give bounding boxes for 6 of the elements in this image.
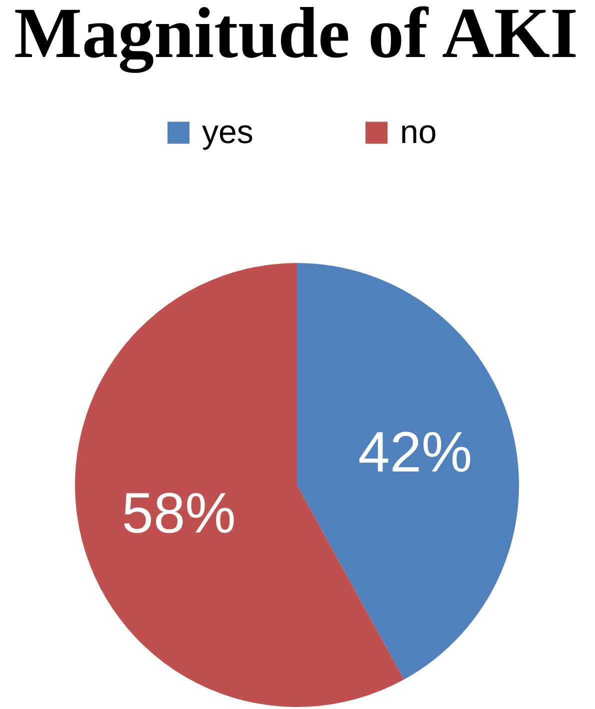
legend-label: yes xyxy=(202,112,254,150)
data-label: 42% xyxy=(358,420,472,485)
data-label: 58% xyxy=(122,481,236,546)
pie-slice xyxy=(297,263,519,680)
chart-title: Magnitude of AKI xyxy=(14,0,578,73)
legend-label: no xyxy=(400,112,437,150)
